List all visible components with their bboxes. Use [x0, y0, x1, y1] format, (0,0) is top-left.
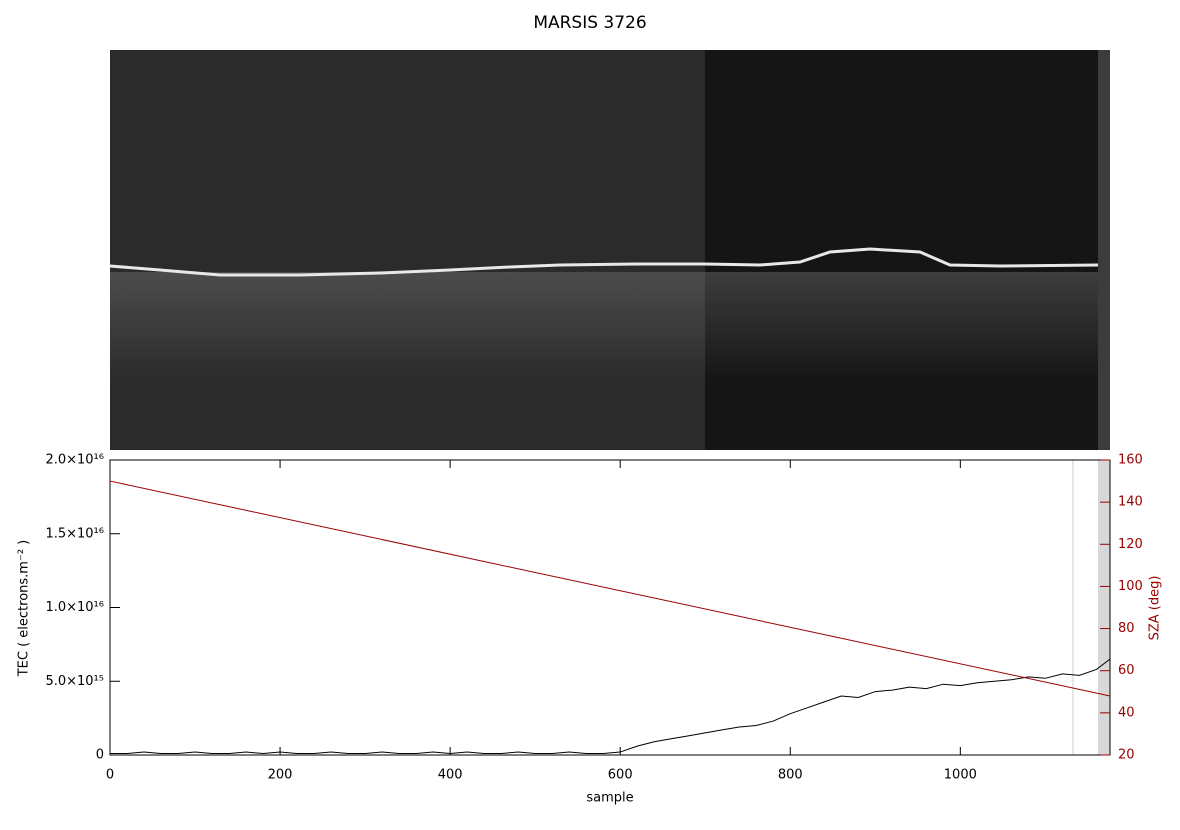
y2-tick-label: 80	[1118, 621, 1135, 636]
x-axis-label: sample	[586, 791, 633, 806]
subsurface-haze	[110, 272, 1098, 382]
y2-axis-label: SZA (deg)	[1148, 576, 1163, 641]
x-tick-label: 0	[106, 768, 114, 783]
data-line	[109, 480, 1111, 697]
plot-frame	[109, 459, 1111, 756]
x-tick-label: 400	[438, 768, 463, 783]
y2-tick-label: 100	[1118, 579, 1143, 594]
y-tick-label: 2.0×10¹⁶	[45, 453, 104, 468]
x-tick-label: 600	[608, 768, 633, 783]
chart-title: MARSIS 3726	[533, 13, 646, 33]
y2-tick-label: 60	[1118, 663, 1135, 678]
y-tick-label: 0	[96, 748, 104, 763]
shaded-region	[1098, 460, 1110, 755]
y-tick-label: 5.0×10¹⁵	[45, 674, 104, 689]
y2-tick-label: 40	[1118, 705, 1135, 720]
y2-tick-label: 20	[1118, 748, 1135, 763]
surface-echo	[109, 247, 1099, 277]
y2-tick-label: 120	[1118, 537, 1143, 552]
radargram-edge	[1098, 50, 1110, 450]
y2-tick-label: 140	[1118, 495, 1143, 510]
y-axis-label: TEC ( electrons.m⁻² )	[17, 540, 32, 678]
radargram	[109, 50, 1110, 450]
y-tick-label: 1.0×10¹⁶	[45, 600, 104, 615]
y-tick-label: 1.5×10¹⁶	[45, 526, 104, 541]
x-tick-label: 800	[778, 768, 803, 783]
x-tick-label: 1000	[944, 768, 977, 783]
x-tick-label: 200	[268, 768, 293, 783]
plot-area	[109, 459, 1111, 756]
y2-tick-label: 160	[1118, 453, 1143, 468]
data-line	[110, 658, 1111, 755]
